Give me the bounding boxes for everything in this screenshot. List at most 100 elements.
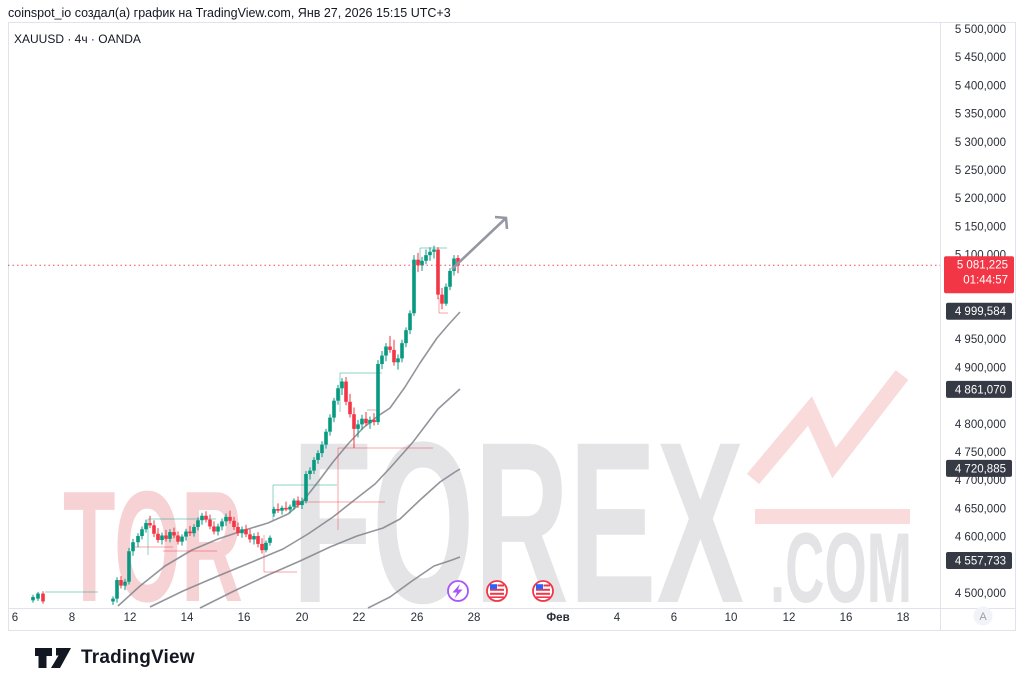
candle-body xyxy=(336,388,340,401)
trend-arrow-annotation[interactable] xyxy=(451,215,509,270)
indicator-badge-text: 4 720,885 xyxy=(955,463,1006,475)
time-axis-label: 16 xyxy=(840,612,853,624)
price-axis-label: 4 800,000 xyxy=(955,419,1006,431)
lightning-event-icon[interactable] xyxy=(447,580,469,602)
axis-settings-button[interactable]: A xyxy=(973,606,993,626)
candle-body xyxy=(420,260,424,266)
price-axis-label: 5 400,000 xyxy=(955,80,1006,92)
trend-arrow-head-icon xyxy=(494,215,509,230)
candle-body xyxy=(232,520,236,528)
price-axis[interactable]: 5 500,000 5 450,000 5 400,000 5 350,000 5 30… xyxy=(944,24,1014,600)
last-price-badge-bg xyxy=(944,256,1014,294)
moving-averages xyxy=(117,311,461,609)
candle-body xyxy=(36,593,40,599)
price-axis-label: 4 900,000 xyxy=(955,362,1006,374)
candle-body xyxy=(432,249,436,252)
candle-body xyxy=(115,580,119,599)
candle-body xyxy=(240,529,244,534)
time-axis-label: 6 xyxy=(671,612,677,624)
time-axis[interactable]: 6 8 12 14 16 20 22 26 28 Фев 4 6 10 12 16 18 xyxy=(12,612,910,624)
price-axis-label: 4 750,000 xyxy=(955,447,1006,459)
tradingview-logo-text: TradingView xyxy=(81,647,195,668)
candle-body xyxy=(164,535,168,539)
price-axis-label: 4 700,000 xyxy=(955,475,1006,487)
price-axis-label: 4 600,000 xyxy=(955,532,1006,544)
flag-stripe xyxy=(536,592,550,595)
watermark-underline xyxy=(755,509,910,524)
candle-body xyxy=(352,414,356,429)
candle-body xyxy=(228,516,232,521)
bar-countdown: 01:44:57 xyxy=(963,275,1008,287)
candle-body xyxy=(276,508,280,511)
candle-body xyxy=(176,535,180,542)
time-axis-label: 10 xyxy=(725,612,738,624)
time-axis-label: 22 xyxy=(353,612,366,624)
tradingview-logo-icon xyxy=(35,648,71,668)
price-axis-label: 5 500,000 xyxy=(955,24,1006,36)
candle-body xyxy=(440,294,444,304)
candle-body xyxy=(264,542,268,551)
drawing-tools xyxy=(45,247,448,593)
ma-slowest-line xyxy=(367,556,461,609)
candle-body xyxy=(304,473,308,502)
candle-body xyxy=(384,346,388,356)
flag-stripe xyxy=(536,596,550,598)
price-axis-label: 4 500,000 xyxy=(955,588,1006,600)
time-axis-label: 4 xyxy=(614,612,621,624)
candle-body xyxy=(220,521,224,527)
candle-body xyxy=(356,424,360,429)
candle-body xyxy=(216,526,220,532)
time-axis-label: 18 xyxy=(897,612,910,624)
candle-body xyxy=(256,536,260,544)
chart-border xyxy=(8,22,1016,631)
flag-stripe xyxy=(490,588,504,591)
time-axis-label: 12 xyxy=(783,612,796,624)
candle-body xyxy=(204,515,208,520)
candle-body xyxy=(424,255,428,261)
indicator-value-badge: 4 557,733 xyxy=(946,551,1012,569)
candle-body xyxy=(148,523,152,526)
candle-body xyxy=(360,418,364,425)
candle-body xyxy=(404,330,408,344)
watermark-arrow-icon xyxy=(746,370,909,485)
time-axis-label: 20 xyxy=(296,612,309,624)
ma-slow-line xyxy=(199,468,461,609)
candle-body xyxy=(252,536,256,540)
candle-body xyxy=(392,349,396,363)
candle-body xyxy=(160,535,164,540)
candle-body xyxy=(272,508,276,514)
tradingview-logo[interactable]: TradingView xyxy=(33,645,195,671)
candle-body xyxy=(416,259,420,266)
candle-body xyxy=(332,400,336,418)
price-axis-label: 5 200,000 xyxy=(955,193,1006,205)
candles-layer xyxy=(31,245,460,605)
candle-body xyxy=(180,536,184,542)
time-axis-label: 26 xyxy=(411,612,424,624)
candle-body xyxy=(152,525,156,534)
candle-body xyxy=(340,381,344,389)
candle-body xyxy=(260,543,264,551)
us-flag-event-icon[interactable] xyxy=(532,580,554,602)
ma-fast-line xyxy=(117,311,461,607)
candle-body xyxy=(140,529,144,537)
candle-body xyxy=(123,581,127,586)
candle-body xyxy=(248,534,252,540)
candle-body xyxy=(224,516,228,522)
indicator-value-badge: 4 999,584 xyxy=(946,302,1012,320)
candle-body xyxy=(144,523,148,530)
price-axis-label: 5 450,000 xyxy=(955,52,1006,64)
candle-body xyxy=(41,593,45,602)
symbol-legend[interactable]: XAUUSD · 4ч · OANDA xyxy=(14,32,141,46)
candle-body xyxy=(188,531,192,534)
candle-body xyxy=(268,537,272,543)
candle-body xyxy=(292,500,296,507)
us-flag-event-icon[interactable] xyxy=(486,580,508,602)
candle-body xyxy=(111,598,115,602)
last-price-badge: 5 081,225 01:44:57 xyxy=(944,256,1014,294)
candle-body xyxy=(31,596,35,601)
candle-body xyxy=(364,418,368,424)
flag-stripe xyxy=(490,592,504,595)
candle-body xyxy=(296,500,300,506)
